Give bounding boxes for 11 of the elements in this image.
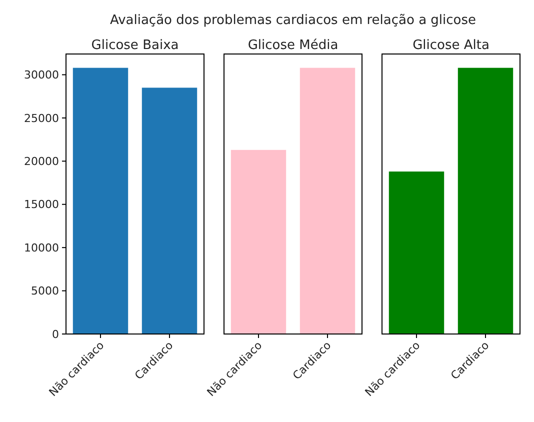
chart-title: Glicose Média [248, 38, 338, 53]
y-tick-label: 30000 [24, 68, 59, 82]
text: Avaliação dos problemas cardiacos em relação a glicose [110, 13, 476, 28]
y-tick-label: 5000 [31, 284, 59, 298]
y-tick-label: 15000 [24, 198, 59, 212]
y-tick-label: 10000 [24, 241, 59, 254]
y-tick-label: 0 [52, 328, 59, 341]
y-tick-label: 25000 [24, 112, 59, 125]
chart-title: Glicose Alta [412, 38, 490, 53]
chart-title: Glicose Baixa [91, 38, 179, 53]
y-tick-label: 20000 [24, 155, 59, 168]
